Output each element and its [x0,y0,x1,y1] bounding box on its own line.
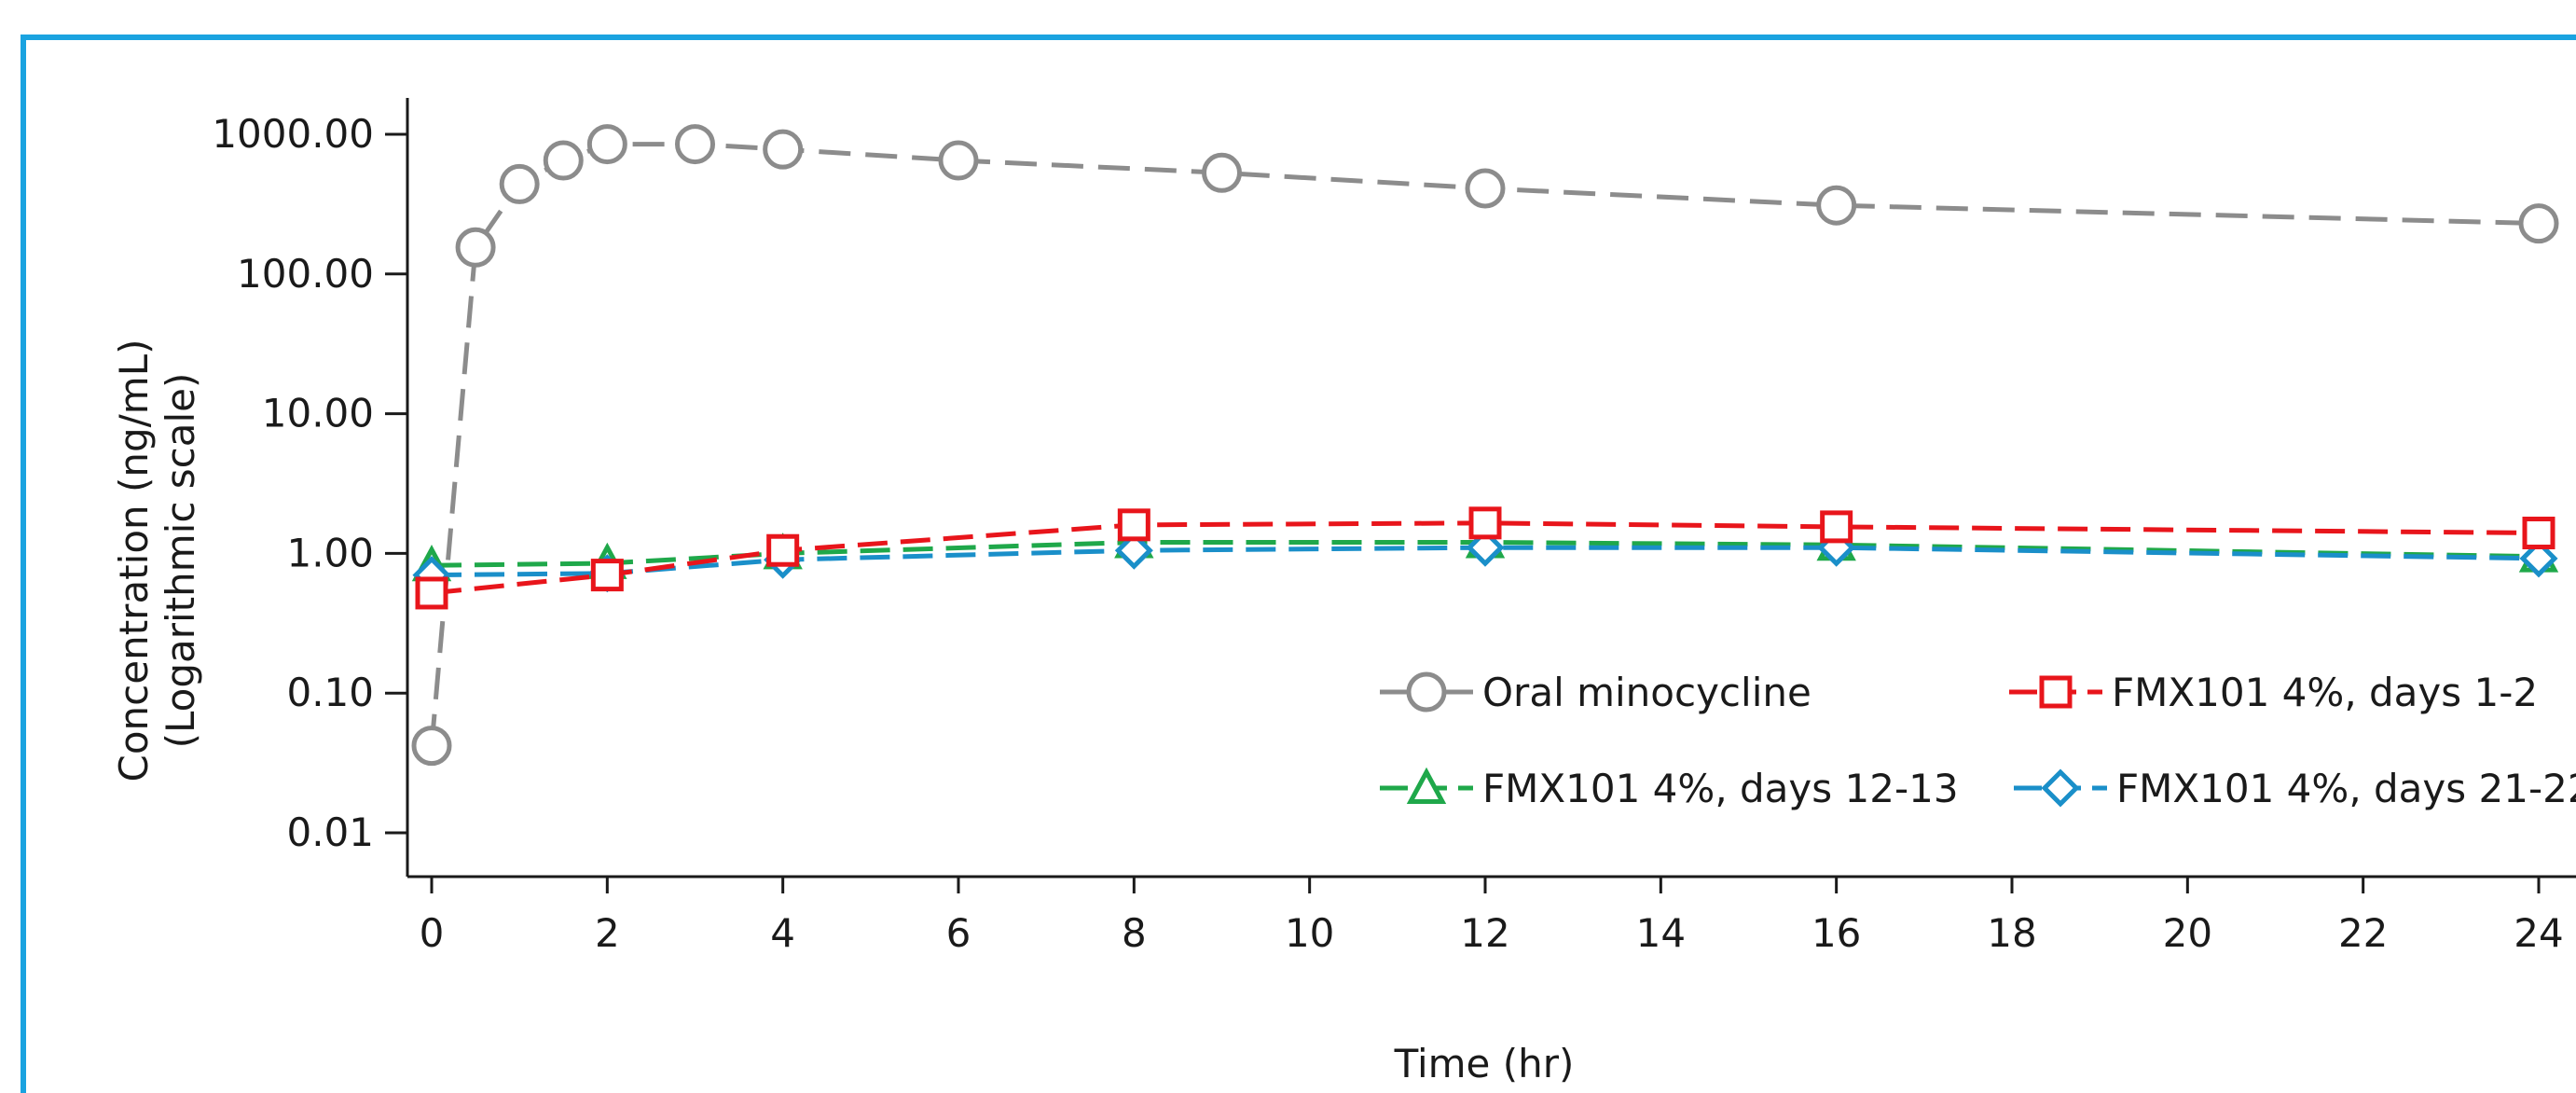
legend-label: FMX101 4%, days 1-2 [2112,670,2538,715]
legend-marker [2041,768,2080,808]
x-tick-label: 12 [1460,910,1509,956]
y-tick-label: 0.01 [286,809,374,855]
y-tick-label: 0.10 [286,670,374,715]
y-axis-label-line-1: Concentration (ng/mL) [111,339,157,782]
x-tick-label: 24 [2514,910,2563,956]
data-point [1466,528,1505,567]
x-tick-label: 4 [770,910,795,956]
data-point [675,124,715,165]
x-tick-label: 2 [595,910,620,956]
data-point [2522,517,2555,550]
data-point [455,227,496,268]
data-point [2518,203,2559,244]
data-point [766,533,800,567]
chart-legend: Oral minocycline FMX101 4%, days 1-2 FMX10… [1380,670,2576,811]
chart-plot-area [411,124,2559,767]
y-axis-label-line-2: (Logarithmic scale) [158,373,203,749]
legend-item-2: FMX101 4%, days 1-2 [2009,670,2538,715]
y-tick-label: 1.00 [286,530,374,575]
series-line [429,142,2540,746]
x-tick-label: 10 [1285,910,1334,956]
legend-marker [1406,671,1447,713]
legend-marker [1406,767,1447,804]
x-tick-label: 14 [1636,910,1686,956]
series-4 [412,528,2558,595]
series-2 [415,506,2555,610]
data-point [2519,539,2558,578]
x-tick-label: 16 [1811,910,1861,956]
y-tick-label: 100.00 [237,251,374,297]
legend-item-1: Oral minocycline [1380,670,1811,715]
data-point [1820,510,1853,544]
data-point [1117,508,1150,542]
data-point [411,726,452,767]
figure-border [21,35,2576,1093]
legend-label: FMX101 4%, days 21-22 [2116,766,2576,811]
chart-axes: 0 2 4 6 8 10 12 14 16 18 20 22 240.010.101.0010.0010… [212,98,2576,956]
x-tick-label: 6 [946,910,971,956]
data-point [1465,168,1506,209]
series-1 [411,124,2559,767]
y-tick-label: 10.00 [262,391,374,436]
data-point [763,129,804,170]
x-axis-label: Time (hr) [1394,1041,1575,1086]
data-point [1202,152,1242,193]
y-axis-label: Concentration (ng/mL) (Logarithmic scale… [111,339,203,782]
y-tick-label: 1000.00 [212,111,374,157]
data-point [1816,185,1857,226]
legend-label: FMX101 4%, days 12-13 [1482,766,1959,811]
data-point [415,576,448,610]
data-point [543,140,584,181]
x-tick-label: 18 [1987,910,2036,956]
legend-marker [2039,675,2073,709]
data-point [499,163,540,204]
legend-item-3: FMX101 4%, days 12-13 [1380,766,1959,811]
x-tick-label: 22 [2338,910,2388,956]
legend-label: Oral minocycline [1482,670,1811,715]
x-tick-label: 0 [420,910,445,956]
x-tick-label: 20 [2163,910,2212,956]
data-point [938,140,979,181]
data-point [586,124,627,165]
data-point [1468,506,1502,540]
data-point [1114,531,1153,570]
legend-item-4: FMX101 4%, days 21-22 [2014,766,2576,811]
data-point [590,559,624,592]
x-tick-label: 8 [1122,910,1147,956]
